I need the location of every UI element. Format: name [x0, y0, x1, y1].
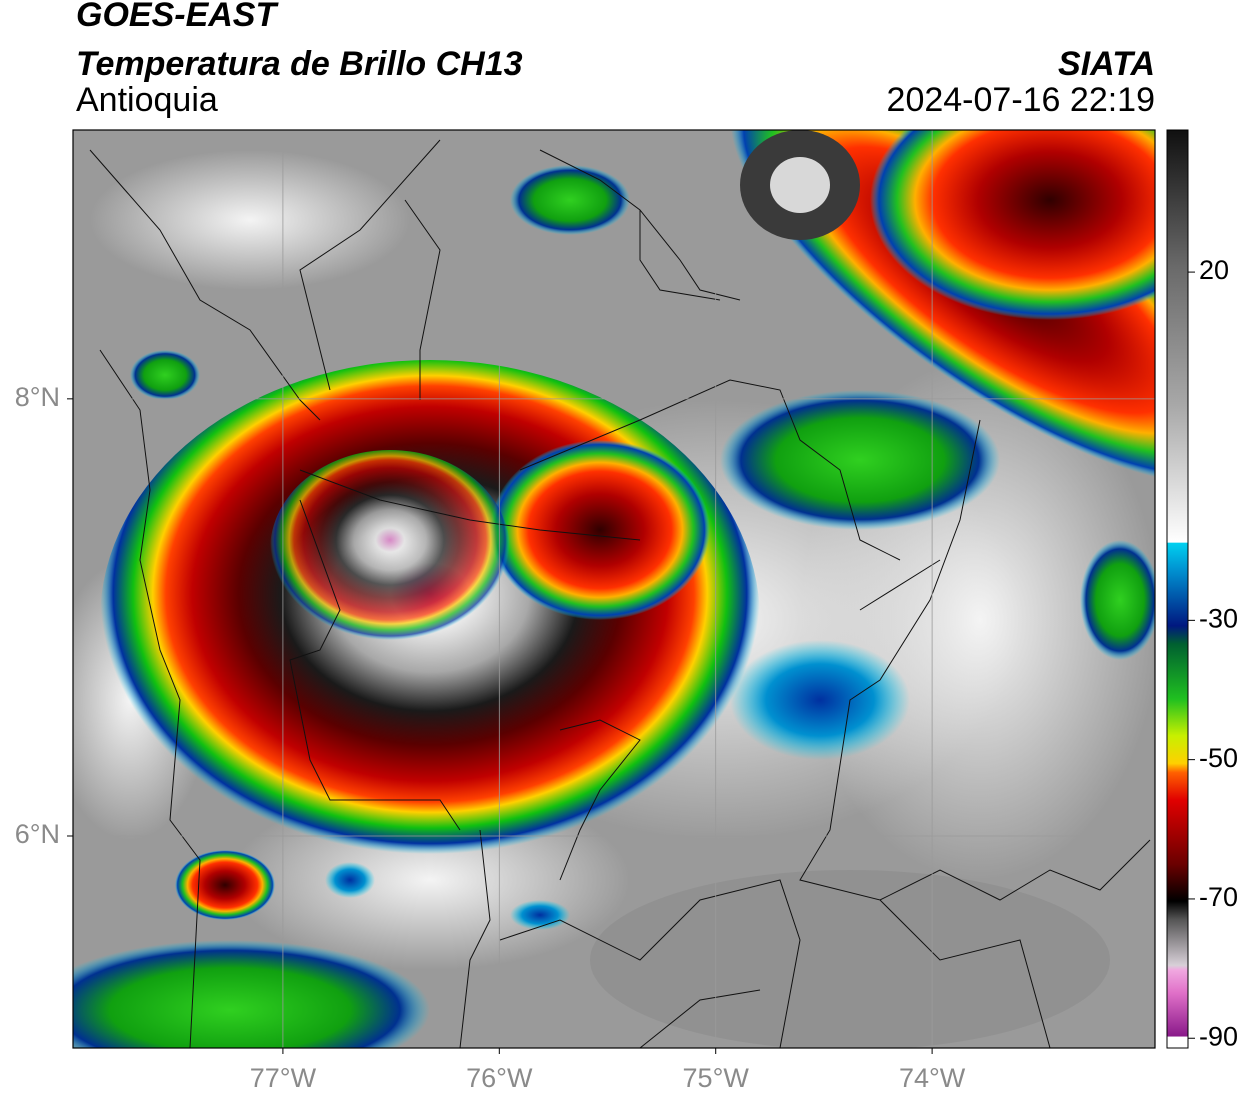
- x-tick-label: 74°W: [899, 1063, 966, 1093]
- map-frame: [72, 129, 1156, 1049]
- colorbar-tick-label: -30: [1199, 603, 1238, 633]
- colorbar-tick-label: -70: [1199, 882, 1238, 912]
- y-tick-label: 6°N: [15, 819, 60, 849]
- x-tick-label: 75°W: [683, 1063, 750, 1093]
- title: GOES-EAST: [76, 0, 279, 34]
- graticule: [67, 130, 1155, 1054]
- region: Antioquia: [76, 81, 218, 119]
- colorbar: [1166, 129, 1189, 1049]
- colorbar-axis: 20 -30 -50 -70 -90: [1188, 255, 1238, 1051]
- x-tick-label: 77°W: [250, 1063, 317, 1093]
- colorbar-tick-label: 20: [1199, 255, 1229, 285]
- datetime: 2024-07-16 22:19: [887, 81, 1155, 119]
- source: SIATA: [1058, 45, 1155, 83]
- x-tick-label: 76°W: [466, 1063, 533, 1093]
- y-tick-label: 8°N: [15, 382, 60, 412]
- subtitle: Temperatura de Brillo CH13: [76, 45, 523, 83]
- satellite-image: [73, 130, 1155, 1048]
- colorbar-tick-label: -50: [1199, 743, 1238, 773]
- colorbar-tick-label: -90: [1199, 1021, 1238, 1051]
